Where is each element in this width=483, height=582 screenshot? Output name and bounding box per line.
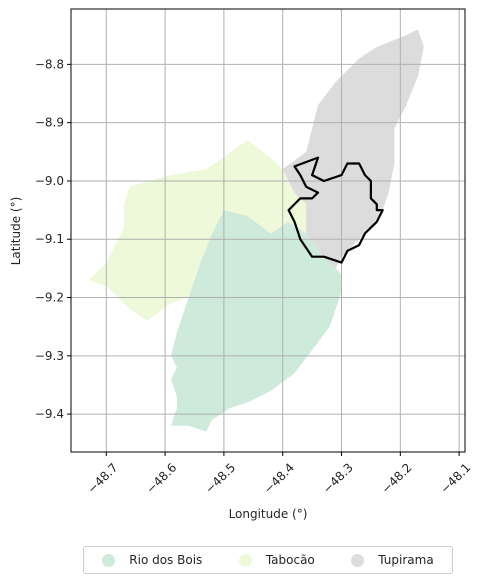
region-tupirama [282,29,424,269]
grid-layer [71,9,465,452]
x-tick-label: −48.6 [144,460,180,496]
y-tick-label: −9.4 [35,407,64,421]
legend-item: Rio dos Bois [102,553,202,567]
legend-item: Tabocão [238,553,315,567]
x-tick-label: −48.2 [379,460,415,496]
legend-label: Tabocão [265,553,315,567]
legend-label: Tupirama [378,553,434,567]
legend-label: Rio dos Bois [129,553,203,567]
region-rio-dos-bois [171,210,342,432]
y-tick-label: −9.0 [35,174,64,188]
x-tick-label: −48.7 [85,460,121,496]
plot-frame [70,8,466,453]
legend-swatch [102,553,116,567]
x-tick-label: −48.5 [202,460,238,496]
regions-layer [88,29,424,432]
legend-item: Tupirama [351,553,434,567]
x-tick-label: −48.1 [438,460,474,496]
y-tick-label: −9.2 [35,291,64,305]
y-tick-label: −8.9 [35,116,64,130]
legend: Rio dos Bois Tabocão Tupirama [83,546,453,574]
x-ticks: −48.7 −48.6 −48.5 −48.4 −48.3 −48.2 −48.1 [85,452,474,496]
y-ticks: −8.8 −8.9 −9.0 −9.1 −9.2 −9.3 −9.4 [35,57,71,421]
y-tick-label: −9.3 [35,349,64,363]
x-tick-label: −48.4 [261,460,297,496]
municipality-outline [287,156,384,264]
y-tick-label: −8.8 [35,57,64,71]
outline-layer [287,156,384,264]
y-axis-label: Latitude (°) [9,197,23,266]
legend-swatch [238,553,252,567]
y-tick-label: −9.1 [35,232,64,246]
x-axis-label: Longitude (°) [229,507,308,521]
legend-swatch [351,553,365,567]
x-tick-label: −48.3 [320,460,356,496]
region-taboc-o [88,140,307,321]
